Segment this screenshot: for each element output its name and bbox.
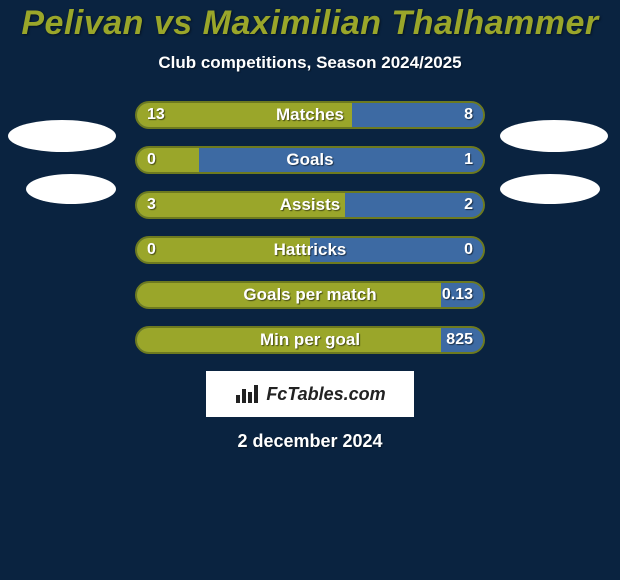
stat-value-right: 0 (464, 236, 473, 264)
subtitle: Club competitions, Season 2024/2025 (0, 53, 620, 73)
stat-bar-left (137, 328, 441, 352)
stat-value-left: 0 (147, 146, 156, 174)
stat-bar-track (135, 281, 485, 309)
stat-bar-track (135, 146, 485, 174)
stat-row: 32Assists (135, 191, 485, 219)
stat-row: 0.13Goals per match (135, 281, 485, 309)
stat-bar-right (199, 148, 483, 172)
stat-value-right: 1 (464, 146, 473, 174)
page-title: Pelivan vs Maximilian Thalhammer (0, 4, 620, 43)
source-logo: FcTables.com (206, 371, 414, 417)
stat-value-left: 13 (147, 101, 165, 129)
logo-text: FcTables.com (266, 384, 385, 405)
player-placeholder-blob (500, 174, 600, 204)
stat-value-right: 8 (464, 101, 473, 129)
player-placeholder-blob (500, 120, 608, 152)
stat-bar-left (137, 283, 441, 307)
player-placeholder-blob (26, 174, 116, 204)
stat-bar-track (135, 236, 485, 264)
stat-row: 825Min per goal (135, 326, 485, 354)
stat-value-right: 2 (464, 191, 473, 219)
date-label: 2 december 2024 (0, 431, 620, 452)
stat-row: 01Goals (135, 146, 485, 174)
stat-row: 138Matches (135, 101, 485, 129)
stat-bar-left (137, 238, 310, 262)
stat-bar-track (135, 101, 485, 129)
stat-bar-right (345, 193, 483, 217)
comparison-infographic: Pelivan vs Maximilian Thalhammer Club co… (0, 0, 620, 580)
stat-row: 00Hattricks (135, 236, 485, 264)
stat-value-right: 0.13 (442, 281, 473, 309)
player-placeholder-blob (8, 120, 116, 152)
stat-value-right: 825 (446, 326, 473, 354)
stat-bar-left (137, 103, 352, 127)
stat-bar-left (137, 193, 345, 217)
stat-value-left: 3 (147, 191, 156, 219)
stat-bar-track (135, 191, 485, 219)
stat-bar-right (310, 238, 483, 262)
bar-chart-icon (234, 383, 260, 405)
stat-bar-track (135, 326, 485, 354)
stat-value-left: 0 (147, 236, 156, 264)
